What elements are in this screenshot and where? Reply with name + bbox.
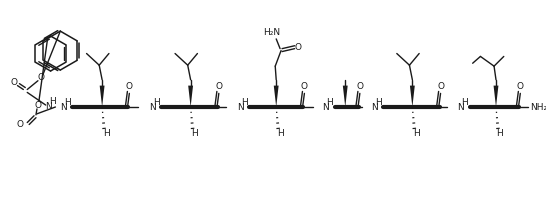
Polygon shape bbox=[274, 86, 278, 107]
Text: H: H bbox=[375, 98, 382, 107]
Text: H: H bbox=[49, 97, 56, 106]
Text: N: N bbox=[323, 103, 329, 111]
Text: H: H bbox=[153, 98, 160, 107]
Polygon shape bbox=[343, 86, 348, 107]
Text: H: H bbox=[461, 98, 468, 107]
Text: O: O bbox=[301, 82, 308, 91]
Text: H₂N: H₂N bbox=[263, 28, 280, 37]
Text: O: O bbox=[34, 101, 41, 110]
Text: H: H bbox=[241, 98, 247, 107]
Polygon shape bbox=[100, 86, 104, 107]
Text: N: N bbox=[149, 103, 156, 111]
Text: O: O bbox=[294, 43, 301, 52]
Text: H: H bbox=[277, 129, 283, 138]
Text: H: H bbox=[103, 129, 109, 138]
Text: O: O bbox=[126, 82, 133, 91]
Text: H: H bbox=[413, 129, 420, 138]
Text: O: O bbox=[357, 82, 363, 91]
Text: NH₂: NH₂ bbox=[530, 103, 546, 111]
Text: O: O bbox=[215, 82, 222, 91]
Text: H: H bbox=[191, 129, 198, 138]
Text: O: O bbox=[517, 82, 524, 91]
Text: O: O bbox=[37, 73, 44, 82]
Polygon shape bbox=[410, 86, 415, 107]
Text: H: H bbox=[496, 129, 503, 138]
Polygon shape bbox=[494, 86, 498, 107]
Text: H: H bbox=[64, 98, 70, 107]
Text: O: O bbox=[10, 78, 17, 87]
Text: N: N bbox=[45, 101, 52, 110]
Text: N: N bbox=[458, 103, 464, 111]
Text: N: N bbox=[60, 103, 67, 111]
Text: O: O bbox=[437, 82, 444, 91]
Text: N: N bbox=[371, 103, 378, 111]
Polygon shape bbox=[188, 86, 193, 107]
Text: N: N bbox=[237, 103, 244, 111]
Text: O: O bbox=[17, 120, 24, 129]
Text: H: H bbox=[327, 98, 333, 107]
